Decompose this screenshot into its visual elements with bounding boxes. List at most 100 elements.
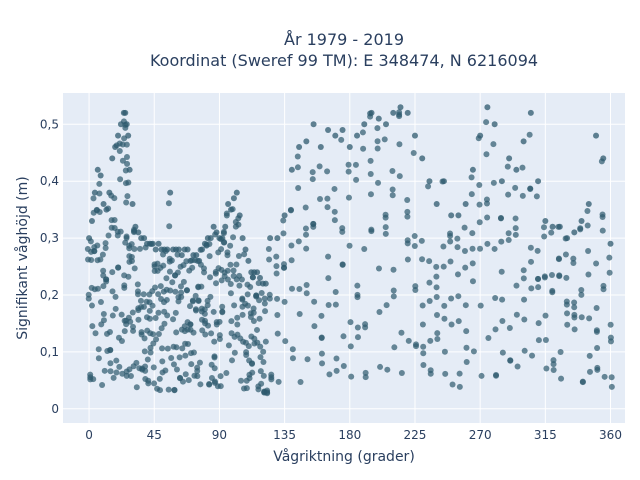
data-point <box>173 329 180 336</box>
data-point <box>219 303 226 310</box>
data-point <box>288 242 295 249</box>
data-point <box>339 228 346 235</box>
data-point <box>354 291 361 298</box>
data-point <box>218 277 225 284</box>
data-point <box>257 343 264 350</box>
data-point <box>102 240 109 247</box>
data-point <box>162 367 169 374</box>
data-point <box>340 362 347 369</box>
data-point <box>325 253 332 260</box>
data-point <box>375 179 382 186</box>
data-point <box>374 125 381 132</box>
data-point <box>332 132 339 139</box>
data-point <box>222 223 229 230</box>
data-point <box>579 379 586 386</box>
data-point <box>448 321 455 328</box>
data-point <box>340 333 347 340</box>
data-point <box>234 321 241 328</box>
data-point <box>141 235 148 242</box>
data-point <box>239 295 246 302</box>
data-point <box>469 278 476 285</box>
data-point <box>521 347 528 354</box>
data-point <box>129 309 136 316</box>
data-point <box>345 161 352 168</box>
x-tick-label: 315 <box>534 428 557 442</box>
data-point <box>88 257 95 264</box>
data-point <box>542 218 549 225</box>
data-point <box>124 193 131 200</box>
data-point <box>256 274 263 281</box>
data-point <box>390 287 397 294</box>
data-point <box>274 330 281 337</box>
data-point <box>419 321 426 328</box>
data-point <box>564 321 571 328</box>
data-point <box>273 253 280 260</box>
data-point <box>175 246 182 253</box>
data-point <box>404 109 411 116</box>
data-point <box>331 185 338 192</box>
data-point <box>318 334 325 341</box>
data-point <box>257 354 264 361</box>
data-point <box>506 155 513 162</box>
data-point <box>174 269 181 276</box>
data-point <box>224 267 231 274</box>
data-point <box>128 241 135 248</box>
data-point <box>190 329 197 336</box>
data-point <box>449 381 456 388</box>
data-point <box>441 302 448 309</box>
data-point <box>412 287 419 294</box>
data-point <box>133 384 140 391</box>
data-point <box>107 368 114 375</box>
data-point <box>302 204 309 211</box>
data-point <box>586 315 593 322</box>
data-point <box>319 360 326 367</box>
y-tick-label: 0,3 <box>40 231 59 245</box>
data-point <box>527 109 534 116</box>
data-point <box>236 282 243 289</box>
data-point <box>492 295 499 302</box>
data-point <box>498 268 505 275</box>
data-point <box>91 189 98 196</box>
data-point <box>420 343 427 350</box>
data-point <box>200 265 207 272</box>
data-point <box>332 288 339 295</box>
data-point <box>427 337 434 344</box>
data-points <box>84 104 615 397</box>
data-point <box>354 324 361 331</box>
data-point <box>325 301 332 308</box>
data-point <box>346 144 353 151</box>
data-point <box>109 288 116 295</box>
data-point <box>123 141 130 148</box>
data-point <box>535 275 542 282</box>
data-point <box>309 176 316 183</box>
data-point <box>235 253 242 260</box>
data-point <box>541 233 548 240</box>
data-point <box>91 247 98 254</box>
data-point <box>238 377 245 384</box>
data-point <box>426 279 433 286</box>
data-point <box>158 325 165 332</box>
data-point <box>512 184 519 191</box>
data-point <box>491 121 498 128</box>
data-point <box>153 336 160 343</box>
data-point <box>142 367 149 374</box>
data-point <box>303 282 310 289</box>
data-point <box>505 230 512 237</box>
data-point <box>260 348 267 355</box>
data-point <box>310 220 317 227</box>
data-point <box>188 361 195 368</box>
data-point <box>289 355 296 362</box>
data-point <box>433 263 440 270</box>
data-point <box>94 242 101 249</box>
data-point <box>535 284 542 291</box>
data-point <box>155 309 162 316</box>
data-point <box>266 256 273 263</box>
data-point <box>326 371 333 378</box>
data-point <box>584 208 591 215</box>
data-point <box>433 200 440 207</box>
data-point <box>152 314 159 321</box>
data-point <box>564 310 571 317</box>
data-point <box>303 290 310 297</box>
data-point <box>97 256 104 263</box>
